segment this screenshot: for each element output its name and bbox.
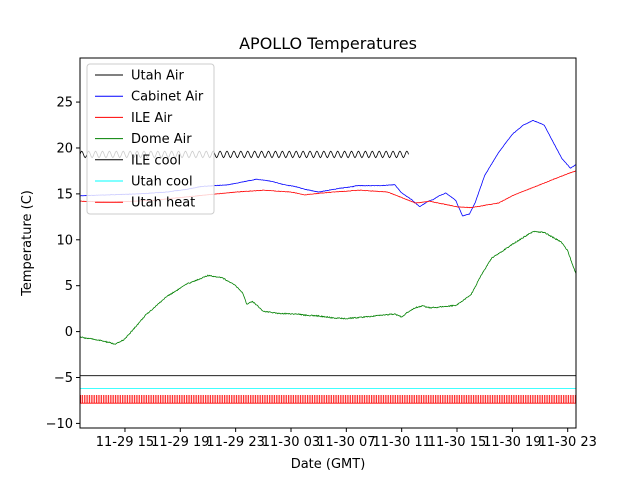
x-tick-label: 11-30 15 <box>428 435 486 450</box>
x-tick-label: 11-30 03 <box>262 435 320 450</box>
y-tick-label: 5 <box>65 279 73 294</box>
legend-label: Utah heat <box>131 196 195 211</box>
y-axis-ticks: −10 −5 0 5 10 15 20 25 <box>46 96 80 432</box>
y-tick-label: −5 <box>54 371 73 386</box>
y-tick-label: 10 <box>56 233 73 248</box>
y-tick-label: 25 <box>56 96 73 111</box>
legend-label: Dome Air <box>131 132 192 147</box>
legend: Utah Air Cabinet Air ILE Air Dome Air ILE co… <box>86 63 215 215</box>
y-tick-label: −10 <box>46 417 73 432</box>
series-dome-air <box>80 230 576 345</box>
series-utah-heat <box>80 394 576 404</box>
x-tick-label: 11-29 23 <box>206 435 264 450</box>
legend-label: Cabinet Air <box>131 90 204 105</box>
legend-label: ILE cool <box>131 153 181 168</box>
y-tick-label: 20 <box>56 141 73 156</box>
plot-area-frame <box>79 57 577 429</box>
x-tick-label: 11-30 07 <box>317 435 375 450</box>
x-tick-label: 11-29 15 <box>96 435 154 450</box>
x-tick-label: 11-30 23 <box>538 435 596 450</box>
y-axis-label: Temperature (C) <box>20 190 35 297</box>
x-tick-label: 11-30 11 <box>372 435 430 450</box>
legend-label: ILE Air <box>131 111 173 126</box>
legend-label: Utah cool <box>131 175 193 190</box>
x-tick-label: 11-30 19 <box>483 435 541 450</box>
x-axis-label: Date (GMT) <box>291 457 366 472</box>
x-tick-label: 11-29 19 <box>151 435 209 450</box>
y-tick-label: 15 <box>56 187 73 202</box>
legend-label: Utah Air <box>131 69 184 84</box>
legend-box <box>86 63 215 215</box>
chart-title: APOLLO Temperatures <box>239 34 417 53</box>
y-tick-label: 0 <box>65 325 73 340</box>
